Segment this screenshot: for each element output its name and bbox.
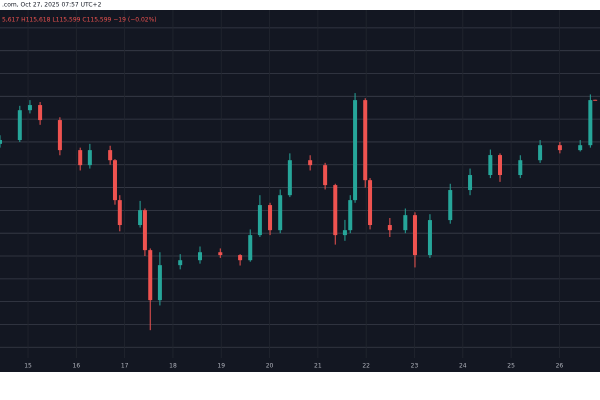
x-tick-label: 21 xyxy=(314,363,322,370)
candle-body xyxy=(148,250,153,301)
plot-background xyxy=(0,10,600,372)
candle-body xyxy=(427,220,432,256)
candle-body xyxy=(17,110,22,141)
candle-body xyxy=(38,105,43,121)
x-tick-label: 15 xyxy=(24,363,32,370)
candle-body xyxy=(368,180,373,226)
candle-body xyxy=(108,150,113,161)
x-tick-label: 23 xyxy=(411,363,419,370)
x-tick-label: 18 xyxy=(169,363,177,370)
candle-body xyxy=(308,160,313,166)
candle-body xyxy=(117,200,122,226)
x-tick-label: 24 xyxy=(459,363,467,370)
candle-body xyxy=(578,145,583,151)
candle-body xyxy=(468,175,473,191)
x-tick-label: 16 xyxy=(73,363,81,370)
candle-body xyxy=(588,100,593,146)
candle-body xyxy=(323,165,328,186)
candle-body xyxy=(268,205,273,231)
candle-body xyxy=(448,190,453,221)
candle-body xyxy=(387,225,392,231)
candle-body xyxy=(412,215,417,256)
grid xyxy=(0,10,600,358)
candle-body xyxy=(138,210,143,226)
x-tick-label: 26 xyxy=(556,363,564,370)
x-tick-label: 17 xyxy=(121,363,129,370)
candle-body xyxy=(287,160,292,196)
candle-body xyxy=(238,255,243,261)
ohlc-legend: 5,617 H115,618 L115,599 C115,599 −19 (−0… xyxy=(2,17,157,24)
candle-body xyxy=(248,235,253,261)
candle-body xyxy=(27,105,32,111)
candle-body xyxy=(0,140,2,144)
candle-body xyxy=(112,160,117,201)
candle-body xyxy=(518,160,523,176)
candle-body xyxy=(278,195,283,231)
candle-body xyxy=(538,145,543,161)
candle-body xyxy=(57,120,62,151)
candle-body xyxy=(257,205,262,236)
x-tick-label: 20 xyxy=(266,363,274,370)
candle-body xyxy=(353,100,358,201)
candle-body xyxy=(342,230,347,236)
candle-body xyxy=(142,210,147,251)
candle-body xyxy=(593,99,598,101)
candle-body xyxy=(348,200,353,231)
candle-body xyxy=(198,252,202,261)
candle-body xyxy=(157,265,162,301)
candle-body xyxy=(87,150,92,166)
candles xyxy=(0,93,598,331)
candle-body xyxy=(488,155,493,176)
candle-body xyxy=(218,252,223,256)
candle-body xyxy=(363,100,368,181)
candle-body xyxy=(178,260,183,266)
candle-body xyxy=(498,155,502,176)
chart-title: .com, Oct 27, 2025 07:57 UTC+2 xyxy=(2,2,102,9)
x-axis: 15 16 17 18 19 20 21 22 23 24 25 26 xyxy=(24,363,563,370)
x-tick-label: 22 xyxy=(362,363,370,370)
x-tick-label: 25 xyxy=(507,363,515,370)
candle-body xyxy=(403,215,408,231)
candle-body xyxy=(557,145,562,151)
candle-body xyxy=(333,185,338,236)
x-tick-label: 19 xyxy=(217,363,225,370)
candle-body xyxy=(78,150,83,166)
